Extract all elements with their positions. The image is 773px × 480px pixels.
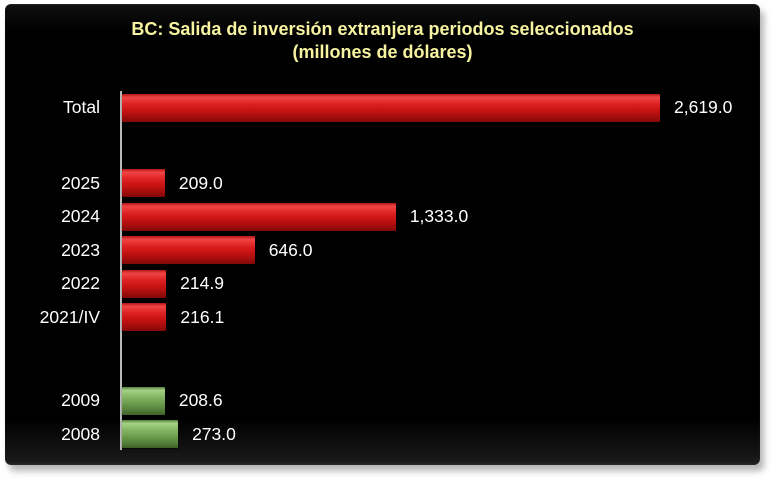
chart-row: 2008 273.0	[5, 418, 760, 452]
chart-frame: BC: Salida de inversión extranjera perio…	[5, 4, 760, 465]
chart-row: 2023 646.0	[5, 234, 760, 268]
chart-row: 2009 208.6	[5, 384, 760, 418]
bar-track: 1,333.0	[122, 200, 660, 234]
bar-track: 208.6	[122, 384, 660, 418]
y-axis-line	[120, 91, 122, 450]
category-label: 2023	[61, 239, 100, 260]
chart-title: BC: Salida de inversión extranjera perio…	[5, 18, 760, 64]
row-gap	[5, 334, 760, 384]
chart-title-line1: BC: Salida de inversión extranjera perio…	[131, 19, 634, 39]
chart-row: 2022 214.9	[5, 267, 760, 301]
value-label: 208.6	[178, 390, 223, 411]
value-label: 1,333.0	[409, 206, 469, 227]
chart-row: 2025 209.0	[5, 167, 760, 201]
bar-track: 646.0	[122, 234, 660, 268]
bar	[122, 169, 165, 198]
chart-row: Total 2,619.0	[5, 91, 760, 125]
bar	[122, 386, 165, 415]
category-label: 2009	[61, 390, 100, 411]
value-label: 273.0	[192, 423, 236, 444]
bar	[122, 236, 255, 265]
chart-title-line2: (millones de dólares)	[292, 42, 473, 62]
bar	[122, 269, 167, 298]
row-gap	[5, 125, 760, 167]
value-label: 646.0	[268, 239, 313, 260]
category-label: 2022	[61, 273, 100, 294]
bar	[122, 420, 179, 449]
plot-area: Total 2,619.0 2025 209.0 2024 1,333.0 20…	[5, 91, 760, 451]
value-label: 216.1	[180, 306, 225, 327]
bar-track: 273.0	[122, 418, 660, 452]
bar-track: 209.0	[122, 167, 660, 201]
bar-track: 216.1	[122, 301, 660, 335]
category-label: Total	[63, 97, 100, 118]
bar	[122, 303, 167, 332]
value-label: 209.0	[178, 172, 223, 193]
bar	[122, 202, 396, 231]
bar-track: 2,619.0	[122, 91, 732, 125]
category-label: 2021/IV	[39, 306, 100, 327]
value-label: 214.9	[180, 273, 224, 294]
chart-row: 2021/IV 216.1	[5, 301, 760, 335]
bar	[122, 93, 660, 122]
chart-row: 2024 1,333.0	[5, 200, 760, 234]
category-label: 2024	[61, 206, 100, 227]
category-label: 2008	[61, 423, 100, 444]
category-label: 2025	[61, 172, 100, 193]
value-label: 2,619.0	[674, 97, 733, 118]
bar-track: 214.9	[122, 267, 660, 301]
